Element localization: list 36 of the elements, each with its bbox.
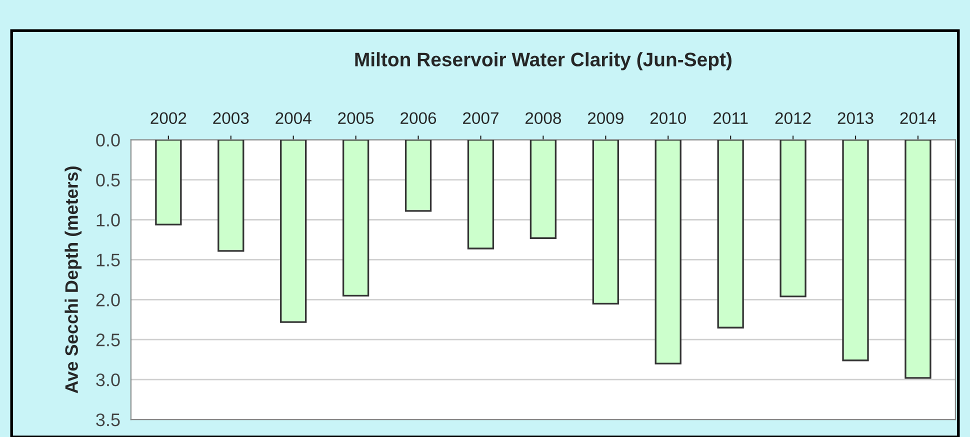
bar xyxy=(592,140,619,304)
bar xyxy=(717,140,744,328)
x-tick-label: 2006 xyxy=(400,112,436,124)
y-tick-label: 1.5 xyxy=(96,254,120,266)
x-tick-label: 2003 xyxy=(213,112,249,124)
bar xyxy=(404,140,432,212)
bar xyxy=(904,140,932,379)
bar xyxy=(530,140,557,239)
y-tick-label: 3.5 xyxy=(96,413,120,426)
x-tick-label: 2013 xyxy=(838,112,874,124)
y-tick-label: 0.0 xyxy=(96,134,120,147)
x-tick-label: 2009 xyxy=(588,112,624,124)
y-tick-label: 1.0 xyxy=(96,214,120,226)
x-tick-label: 2005 xyxy=(338,112,374,124)
bar xyxy=(342,140,370,296)
y-tick-label: 2.5 xyxy=(96,334,120,346)
y-tick-label: 0.5 xyxy=(96,174,120,187)
bar xyxy=(467,140,494,250)
x-tick-label: 2008 xyxy=(526,112,562,124)
x-tick-label: 2002 xyxy=(150,112,186,124)
bar xyxy=(654,140,682,364)
y-tick-label: 2.0 xyxy=(96,294,120,306)
y-axis-title: Ave Secchi Depth (meters) xyxy=(64,166,82,394)
x-tick-label: 2011 xyxy=(714,112,748,124)
bar xyxy=(280,140,307,323)
y-tick-label: 3.0 xyxy=(96,374,120,386)
x-tick-label: 2012 xyxy=(775,112,811,124)
bar xyxy=(780,140,806,298)
x-tick-label: 2014 xyxy=(900,112,936,124)
bar xyxy=(218,140,244,252)
bar xyxy=(842,140,869,362)
x-tick-label: 2007 xyxy=(463,112,498,124)
x-tick-label: 2010 xyxy=(650,112,686,124)
x-tick-label: 2004 xyxy=(276,112,312,124)
bar xyxy=(155,140,182,226)
chart-title: Milton Reservoir Water Clarity (Jun-Sept) xyxy=(355,52,732,70)
